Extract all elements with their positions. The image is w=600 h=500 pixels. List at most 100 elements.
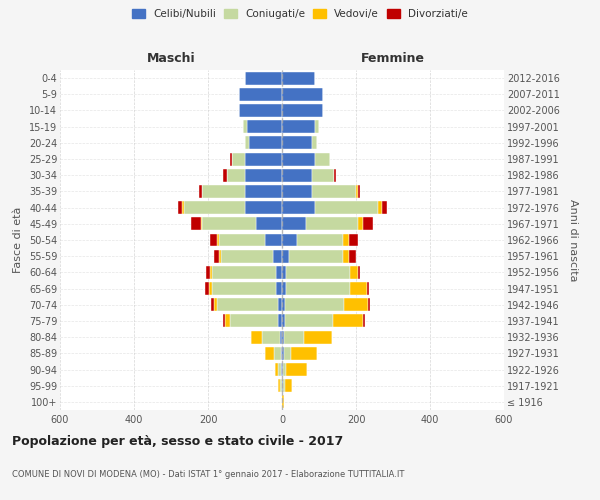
Bar: [277, 266, 282, 279]
Bar: [206, 266, 210, 279]
Text: Femmine: Femmine: [361, 52, 425, 65]
Bar: [256, 218, 282, 230]
Bar: [262, 330, 280, 344]
Bar: [245, 136, 249, 149]
Bar: [286, 363, 307, 376]
Bar: [219, 234, 265, 246]
Bar: [224, 314, 230, 328]
Bar: [214, 298, 217, 311]
Bar: [202, 185, 245, 198]
Bar: [284, 330, 304, 344]
Bar: [311, 185, 356, 198]
Bar: [282, 234, 297, 246]
Bar: [282, 120, 316, 133]
Bar: [282, 314, 285, 328]
Bar: [311, 136, 317, 149]
Bar: [282, 136, 311, 149]
Bar: [333, 314, 362, 328]
Bar: [245, 185, 282, 198]
Bar: [278, 363, 281, 376]
Bar: [282, 185, 311, 198]
Bar: [223, 314, 224, 328]
Bar: [274, 347, 281, 360]
Bar: [282, 298, 285, 311]
Bar: [191, 218, 200, 230]
Bar: [211, 298, 214, 311]
Bar: [350, 282, 367, 295]
Bar: [280, 330, 282, 344]
Bar: [278, 314, 282, 328]
Bar: [209, 282, 212, 295]
Bar: [202, 218, 256, 230]
Bar: [316, 152, 330, 166]
Bar: [284, 347, 291, 360]
Bar: [282, 250, 289, 262]
Bar: [282, 379, 283, 392]
Bar: [275, 363, 278, 376]
Bar: [286, 282, 350, 295]
Bar: [199, 185, 202, 198]
Bar: [344, 298, 368, 311]
Bar: [364, 218, 373, 230]
Bar: [245, 152, 282, 166]
Bar: [265, 347, 274, 360]
Bar: [232, 152, 245, 166]
Bar: [265, 234, 282, 246]
Bar: [278, 379, 280, 392]
Bar: [282, 266, 286, 279]
Bar: [230, 314, 278, 328]
Bar: [210, 234, 217, 246]
Bar: [221, 250, 273, 262]
Bar: [205, 282, 209, 295]
Bar: [316, 120, 319, 133]
Bar: [281, 347, 282, 360]
Bar: [245, 201, 282, 214]
Bar: [200, 218, 202, 230]
Bar: [286, 266, 350, 279]
Bar: [282, 396, 284, 408]
Y-axis label: Fasce di età: Fasce di età: [13, 207, 23, 273]
Bar: [245, 72, 282, 85]
Bar: [178, 201, 182, 214]
Bar: [343, 234, 349, 246]
Bar: [285, 298, 344, 311]
Bar: [289, 250, 343, 262]
Bar: [223, 169, 227, 181]
Bar: [277, 282, 282, 295]
Bar: [358, 266, 360, 279]
Bar: [245, 169, 282, 181]
Bar: [281, 363, 282, 376]
Bar: [362, 314, 365, 328]
Bar: [297, 234, 343, 246]
Bar: [243, 120, 247, 133]
Bar: [284, 379, 292, 392]
Bar: [282, 104, 323, 117]
Bar: [282, 201, 316, 214]
Bar: [251, 330, 262, 344]
Bar: [217, 234, 219, 246]
Bar: [239, 88, 282, 101]
Text: Popolazione per età, sesso e stato civile - 2017: Popolazione per età, sesso e stato civil…: [12, 435, 343, 448]
Bar: [283, 379, 284, 392]
Bar: [304, 330, 332, 344]
Bar: [368, 298, 370, 311]
Bar: [212, 266, 277, 279]
Bar: [282, 152, 316, 166]
Text: Maschi: Maschi: [146, 52, 196, 65]
Bar: [283, 363, 286, 376]
Bar: [212, 282, 277, 295]
Bar: [278, 298, 282, 311]
Bar: [334, 169, 335, 181]
Bar: [282, 169, 311, 181]
Bar: [282, 218, 306, 230]
Legend: Celibi/Nubili, Coniugati/e, Vedovi/e, Divorziati/e: Celibi/Nubili, Coniugati/e, Vedovi/e, Di…: [128, 5, 472, 24]
Bar: [349, 250, 356, 262]
Bar: [316, 201, 378, 214]
Bar: [306, 218, 358, 230]
Bar: [358, 185, 360, 198]
Bar: [282, 363, 283, 376]
Bar: [282, 282, 286, 295]
Bar: [184, 201, 245, 214]
Bar: [282, 330, 284, 344]
Bar: [285, 314, 333, 328]
